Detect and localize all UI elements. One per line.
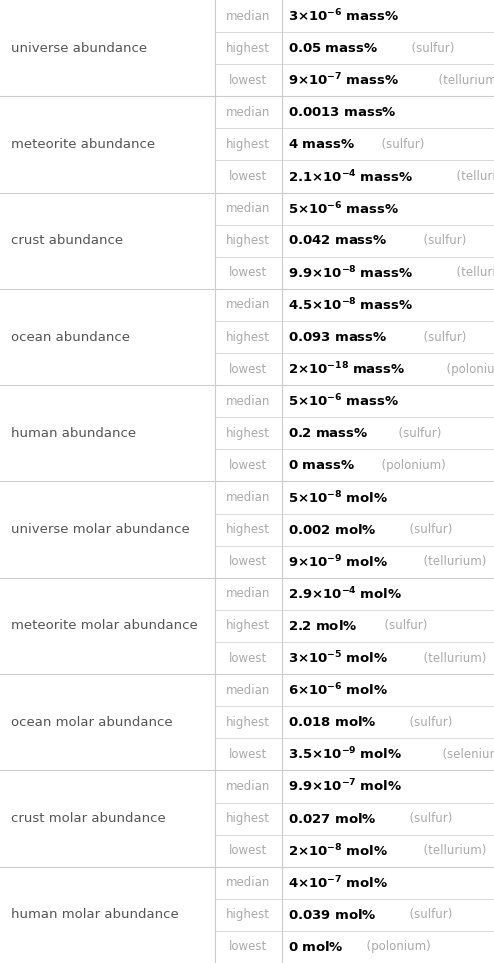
Text: median: median <box>226 684 270 696</box>
Text: $\mathbf{0\ mass\%}$: $\mathbf{0\ mass\%}$ <box>288 459 354 472</box>
Text: $\mathbf{0.0013\ mass\%}$: $\mathbf{0.0013\ mass\%}$ <box>288 106 396 118</box>
Text: crust abundance: crust abundance <box>11 234 123 247</box>
Text: (sulfur): (sulfur) <box>416 234 466 247</box>
Text: lowest: lowest <box>229 941 267 953</box>
Text: median: median <box>226 395 270 407</box>
Text: $\mathbf{2.2\ mol\%}$: $\mathbf{2.2\ mol\%}$ <box>288 619 357 633</box>
Text: (tellurium): (tellurium) <box>431 74 494 87</box>
Text: $\mathbf{5{\times}10^{-6}}$ $\mathbf{mass\%}$: $\mathbf{5{\times}10^{-6}}$ $\mathbf{mas… <box>288 393 399 409</box>
Text: $\mathbf{0.05\ mass\%}$: $\mathbf{0.05\ mass\%}$ <box>288 41 378 55</box>
Text: (polonium): (polonium) <box>360 941 431 953</box>
Text: (polonium): (polonium) <box>439 363 494 376</box>
Text: (tellurium): (tellurium) <box>416 845 487 857</box>
Text: $\mathbf{4.5{\times}10^{-8}}$ $\mathbf{mass\%}$: $\mathbf{4.5{\times}10^{-8}}$ $\mathbf{m… <box>288 297 412 313</box>
Text: $\mathbf{0\ mol\%}$: $\mathbf{0\ mol\%}$ <box>288 940 343 954</box>
Text: median: median <box>226 299 270 311</box>
Text: meteorite molar abundance: meteorite molar abundance <box>11 619 198 633</box>
Text: $\mathbf{9.9{\times}10^{-7}}$ $\mathbf{mol\%}$: $\mathbf{9.9{\times}10^{-7}}$ $\mathbf{m… <box>288 778 402 794</box>
Text: (sulfur): (sulfur) <box>416 330 466 344</box>
Text: (polonium): (polonium) <box>373 459 446 472</box>
Text: meteorite abundance: meteorite abundance <box>11 138 155 151</box>
Text: median: median <box>226 491 270 504</box>
Text: human abundance: human abundance <box>11 427 136 440</box>
Text: human molar abundance: human molar abundance <box>11 908 178 922</box>
Text: median: median <box>226 106 270 118</box>
Text: (selenium): (selenium) <box>435 748 494 761</box>
Text: $\mathbf{0.027\ mol\%}$: $\mathbf{0.027\ mol\%}$ <box>288 812 376 825</box>
Text: highest: highest <box>226 330 270 344</box>
Text: $\mathbf{9.9{\times}10^{-8}}$ $\mathbf{mass\%}$: $\mathbf{9.9{\times}10^{-8}}$ $\mathbf{m… <box>288 265 412 281</box>
Text: ocean molar abundance: ocean molar abundance <box>11 716 172 729</box>
Text: highest: highest <box>226 716 270 729</box>
Text: $\mathbf{4{\times}10^{-7}}$ $\mathbf{mol\%}$: $\mathbf{4{\times}10^{-7}}$ $\mathbf{mol… <box>288 874 387 891</box>
Text: $\mathbf{5{\times}10^{-8}}$ $\mathbf{mol\%}$: $\mathbf{5{\times}10^{-8}}$ $\mathbf{mol… <box>288 489 387 506</box>
Text: $\mathbf{0.018\ mol\%}$: $\mathbf{0.018\ mol\%}$ <box>288 716 376 729</box>
Text: median: median <box>226 780 270 793</box>
Text: lowest: lowest <box>229 652 267 664</box>
Text: $\mathbf{0.039\ mol\%}$: $\mathbf{0.039\ mol\%}$ <box>288 908 376 922</box>
Text: (sulfur): (sulfur) <box>373 138 424 151</box>
Text: $\mathbf{0.002\ mol\%}$: $\mathbf{0.002\ mol\%}$ <box>288 523 376 536</box>
Text: $\mathbf{4\ mass\%}$: $\mathbf{4\ mass\%}$ <box>288 138 354 151</box>
Text: (tellurium): (tellurium) <box>416 652 487 664</box>
Text: lowest: lowest <box>229 363 267 376</box>
Text: lowest: lowest <box>229 74 267 87</box>
Text: highest: highest <box>226 427 270 440</box>
Text: (tellurium): (tellurium) <box>416 556 487 568</box>
Text: (sulfur): (sulfur) <box>377 619 427 633</box>
Text: lowest: lowest <box>229 845 267 857</box>
Text: (sulfur): (sulfur) <box>391 427 442 440</box>
Text: highest: highest <box>226 812 270 825</box>
Text: (sulfur): (sulfur) <box>402 812 452 825</box>
Text: $\mathbf{5{\times}10^{-6}}$ $\mathbf{mass\%}$: $\mathbf{5{\times}10^{-6}}$ $\mathbf{mas… <box>288 200 399 217</box>
Text: lowest: lowest <box>229 748 267 761</box>
Text: highest: highest <box>226 41 270 55</box>
Text: highest: highest <box>226 619 270 633</box>
Text: $\mathbf{3{\times}10^{-5}}$ $\mathbf{mol\%}$: $\mathbf{3{\times}10^{-5}}$ $\mathbf{mol… <box>288 650 387 666</box>
Text: ocean abundance: ocean abundance <box>11 330 130 344</box>
Text: median: median <box>226 876 270 889</box>
Text: lowest: lowest <box>229 170 267 183</box>
Text: $\mathbf{2.9{\times}10^{-4}}$ $\mathbf{mol\%}$: $\mathbf{2.9{\times}10^{-4}}$ $\mathbf{m… <box>288 586 402 602</box>
Text: (sulfur): (sulfur) <box>402 716 452 729</box>
Text: highest: highest <box>226 523 270 536</box>
Text: $\mathbf{6{\times}10^{-6}}$ $\mathbf{mol\%}$: $\mathbf{6{\times}10^{-6}}$ $\mathbf{mol… <box>288 682 387 698</box>
Text: $\mathbf{2{\times}10^{-8}}$ $\mathbf{mol\%}$: $\mathbf{2{\times}10^{-8}}$ $\mathbf{mol… <box>288 843 387 859</box>
Text: (sulfur): (sulfur) <box>402 523 452 536</box>
Text: crust molar abundance: crust molar abundance <box>11 812 165 825</box>
Text: highest: highest <box>226 908 270 922</box>
Text: lowest: lowest <box>229 556 267 568</box>
Text: lowest: lowest <box>229 267 267 279</box>
Text: $\mathbf{0.093\ mass\%}$: $\mathbf{0.093\ mass\%}$ <box>288 330 387 344</box>
Text: (tellurium): (tellurium) <box>449 170 494 183</box>
Text: median: median <box>226 202 270 215</box>
Text: $\mathbf{2{\times}10^{-18}}$ $\mathbf{mass\%}$: $\mathbf{2{\times}10^{-18}}$ $\mathbf{ma… <box>288 361 405 377</box>
Text: universe abundance: universe abundance <box>11 41 147 55</box>
Text: highest: highest <box>226 234 270 247</box>
Text: median: median <box>226 10 270 22</box>
Text: $\mathbf{9{\times}10^{-9}}$ $\mathbf{mol\%}$: $\mathbf{9{\times}10^{-9}}$ $\mathbf{mol… <box>288 554 387 570</box>
Text: $\mathbf{3{\times}10^{-6}}$ $\mathbf{mass\%}$: $\mathbf{3{\times}10^{-6}}$ $\mathbf{mas… <box>288 8 399 24</box>
Text: $\mathbf{0.2\ mass\%}$: $\mathbf{0.2\ mass\%}$ <box>288 427 368 440</box>
Text: median: median <box>226 587 270 600</box>
Text: highest: highest <box>226 138 270 151</box>
Text: (sulfur): (sulfur) <box>404 41 454 55</box>
Text: $\mathbf{0.042\ mass\%}$: $\mathbf{0.042\ mass\%}$ <box>288 234 387 247</box>
Text: universe molar abundance: universe molar abundance <box>11 523 190 536</box>
Text: (tellurium): (tellurium) <box>449 267 494 279</box>
Text: lowest: lowest <box>229 459 267 472</box>
Text: $\mathbf{9{\times}10^{-7}}$ $\mathbf{mass\%}$: $\mathbf{9{\times}10^{-7}}$ $\mathbf{mas… <box>288 72 399 89</box>
Text: (sulfur): (sulfur) <box>402 908 452 922</box>
Text: $\mathbf{2.1{\times}10^{-4}}$ $\mathbf{mass\%}$: $\mathbf{2.1{\times}10^{-4}}$ $\mathbf{m… <box>288 169 412 185</box>
Text: $\mathbf{3.5{\times}10^{-9}}$ $\mathbf{mol\%}$: $\mathbf{3.5{\times}10^{-9}}$ $\mathbf{m… <box>288 746 402 763</box>
